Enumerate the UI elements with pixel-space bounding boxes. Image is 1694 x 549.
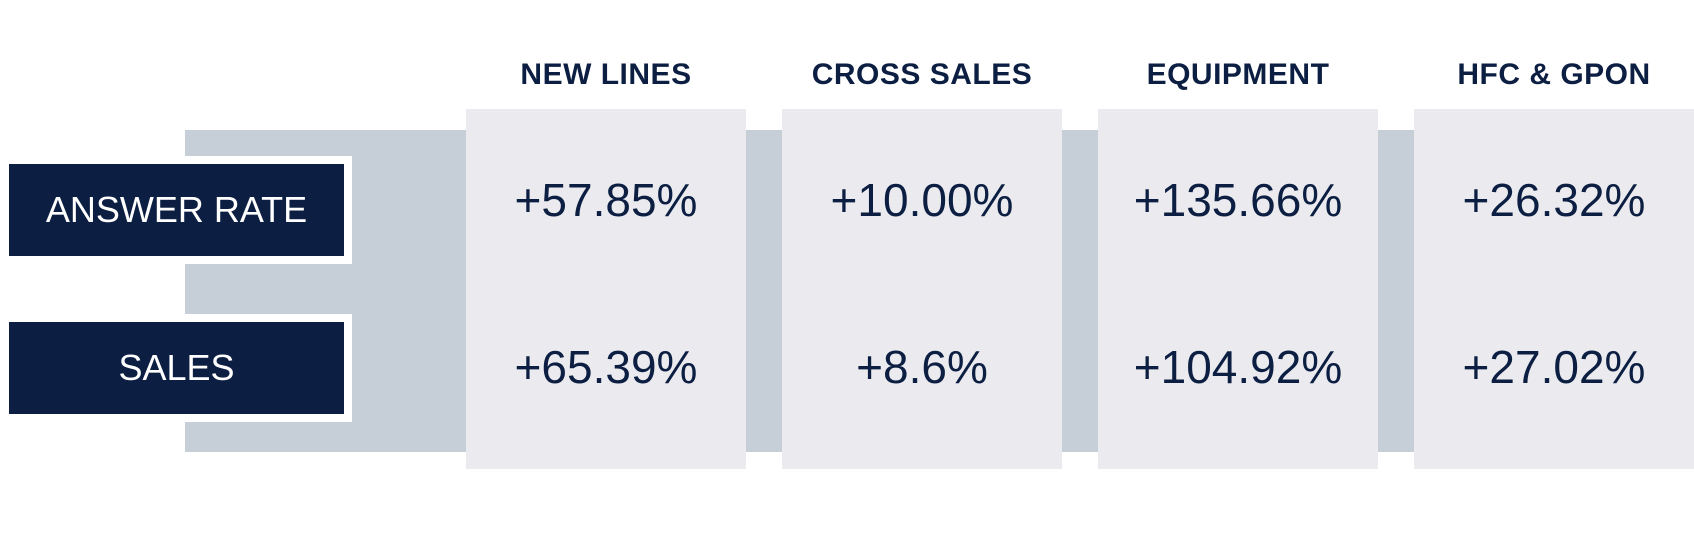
sales-value-equipment: +104.92% xyxy=(1133,341,1343,393)
row-label-sales: SALES xyxy=(1,314,352,422)
column-panel-equipment: +135.66% +104.92% xyxy=(1098,109,1378,469)
answer-rate-value-equipment: +135.66% xyxy=(1133,174,1343,226)
answer-rate-value-cross-sales: +10.00% xyxy=(830,174,1014,226)
column-panel-cross-sales: +10.00% +8.6% xyxy=(782,109,1062,469)
row-label-answer-rate: ANSWER RATE xyxy=(1,156,352,264)
answer-rate-value-new-lines: +57.85% xyxy=(514,174,698,226)
column-header-equipment: EQUIPMENT xyxy=(1146,58,1330,91)
answer-rate-value-hfc-gpon: +26.32% xyxy=(1462,174,1646,226)
sales-value-hfc-gpon: +27.02% xyxy=(1462,341,1646,393)
column-panel-new-lines: +57.85% +65.39% xyxy=(466,109,746,469)
column-header-new-lines: NEW LINES xyxy=(520,58,692,91)
sales-value-cross-sales: +8.6% xyxy=(856,341,988,393)
column-header-hfc-gpon: HFC & GPON xyxy=(1457,58,1651,91)
column-header-cross-sales: CROSS SALES xyxy=(811,58,1033,91)
sales-value-new-lines: +65.39% xyxy=(514,341,698,393)
column-panel-hfc-gpon: +26.32% +27.02% xyxy=(1414,109,1694,469)
